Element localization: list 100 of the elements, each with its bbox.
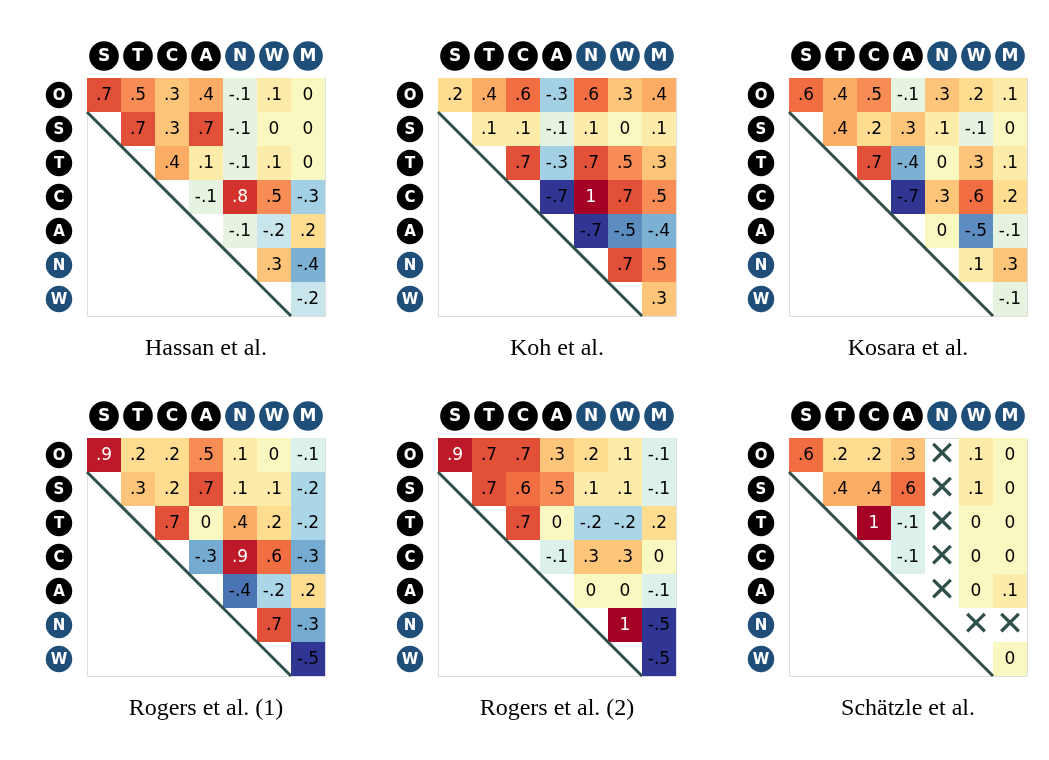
data-label: -.5	[296, 648, 320, 668]
data-label: .6	[797, 444, 815, 464]
data-label: .7	[865, 152, 883, 172]
data-label: .4	[231, 512, 249, 532]
data-label: .5	[129, 84, 147, 104]
x-tick-label: C	[516, 405, 530, 425]
data-label: -.2	[613, 512, 637, 532]
data-label: -.4	[647, 220, 671, 240]
data-label: .3	[129, 478, 147, 498]
x-tick-label: W	[966, 405, 986, 425]
data-label: -.2	[262, 580, 286, 600]
data-label: .6	[899, 478, 917, 498]
data-label: .3	[163, 118, 181, 138]
data-label: -.1	[228, 118, 252, 138]
data-label: 0	[1004, 648, 1016, 668]
text: ✕	[961, 603, 991, 643]
data-label: .1	[265, 152, 283, 172]
y-tick-label: W	[401, 650, 419, 668]
text: Kosara et al.	[847, 333, 969, 360]
data-label: .5	[650, 254, 668, 274]
data-label: 1	[619, 614, 631, 634]
x-tick-label: T	[483, 405, 496, 425]
data-label: .2	[299, 220, 317, 240]
y-tick-label: A	[404, 582, 417, 600]
data-label: .4	[163, 152, 181, 172]
data-label: -.1	[194, 186, 218, 206]
data-label: .3	[933, 186, 951, 206]
text: Schätzle et al.	[841, 693, 975, 720]
data-label: .2	[265, 512, 283, 532]
data-label: .7	[95, 84, 113, 104]
data-label: -.3	[545, 84, 569, 104]
data-label: -.1	[896, 546, 920, 566]
y-tick-label: A	[404, 222, 417, 240]
data-label: -.1	[545, 546, 569, 566]
data-label: -.3	[545, 152, 569, 172]
data-label: .1	[616, 478, 634, 498]
y-tick-label: W	[401, 290, 419, 308]
data-label: .2	[1001, 186, 1019, 206]
data-label: -.5	[964, 220, 988, 240]
data-label: .7	[197, 478, 215, 498]
data-label: .3	[265, 254, 283, 274]
data-label: -.1	[998, 220, 1022, 240]
x-tick-label: A	[901, 45, 916, 65]
data-label: -.4	[296, 254, 320, 274]
data-label: -.2	[296, 288, 320, 308]
data-label: .1	[265, 84, 283, 104]
data-label: .7	[616, 254, 634, 274]
data-label: .1	[650, 118, 668, 138]
y-tick-label: A	[755, 582, 768, 600]
y-tick-label: C	[755, 188, 767, 206]
data-label: 0	[619, 580, 631, 600]
data-label: -.1	[647, 580, 671, 600]
data-label: .1	[231, 478, 249, 498]
data-label: -.5	[647, 614, 671, 634]
data-label: .1	[1001, 84, 1019, 104]
y-tick-label: C	[53, 548, 65, 566]
x-tick-label: C	[867, 45, 881, 65]
data-label: .5	[265, 186, 283, 206]
data-label: -.1	[998, 288, 1022, 308]
x-tick-label: T	[834, 405, 847, 425]
data-label: .9	[95, 444, 113, 464]
data-label: 0	[1004, 512, 1016, 532]
y-tick-label: W	[752, 650, 770, 668]
data-label: .4	[197, 84, 215, 104]
x-tick-label: C	[165, 405, 179, 425]
data-label: -.2	[262, 220, 286, 240]
y-tick-label: T	[404, 154, 416, 172]
y-tick-label: N	[52, 616, 66, 634]
data-label: 0	[1004, 118, 1016, 138]
data-label: .3	[899, 444, 917, 464]
y-tick-label: C	[404, 188, 416, 206]
data-label: -.5	[647, 648, 671, 668]
data-label: .5	[548, 478, 566, 498]
data-label: -.7	[579, 220, 603, 240]
data-label: 0	[268, 118, 280, 138]
data-label: .6	[797, 84, 815, 104]
data-label: .1	[231, 444, 249, 464]
y-tick-label: T	[755, 514, 767, 532]
y-tick-label: C	[404, 548, 416, 566]
data-label: 0	[302, 152, 314, 172]
data-label: .4	[831, 478, 849, 498]
data-label: .3	[650, 152, 668, 172]
data-label: -.4	[896, 152, 920, 172]
data-label: .1	[514, 118, 532, 138]
data-label: .3	[616, 84, 634, 104]
text: Koh et al.	[510, 333, 604, 360]
x-tick-label: W	[264, 405, 284, 425]
data-label: .1	[933, 118, 951, 138]
data-label: -.5	[613, 220, 637, 240]
y-tick-label: N	[403, 616, 417, 634]
data-label: .3	[967, 152, 985, 172]
y-tick-label: A	[53, 582, 66, 600]
data-label: .2	[163, 444, 181, 464]
y-tick-label: W	[50, 290, 68, 308]
data-label: .9	[231, 546, 249, 566]
x-tick-label: M	[299, 45, 317, 65]
data-label: .2	[865, 444, 883, 464]
data-label: 0	[302, 84, 314, 104]
text: ✕	[995, 603, 1025, 643]
data-label: -.3	[296, 186, 320, 206]
